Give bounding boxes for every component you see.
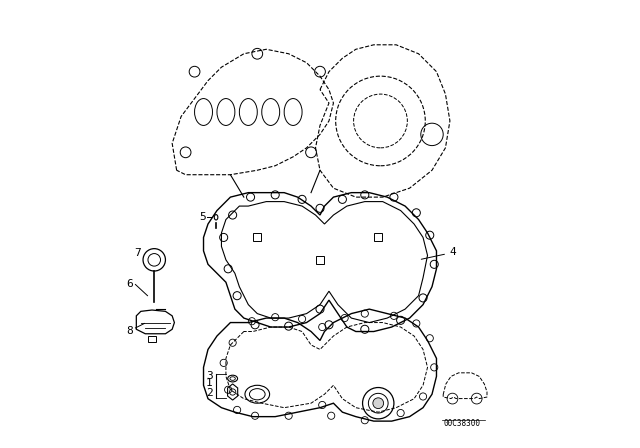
Bar <box>253 233 261 241</box>
Text: 6: 6 <box>126 280 133 289</box>
Text: 3: 3 <box>206 371 212 381</box>
Bar <box>148 336 157 342</box>
Text: 00C38300: 00C38300 <box>444 419 481 428</box>
Text: 1: 1 <box>206 378 212 388</box>
Polygon shape <box>136 310 174 334</box>
Circle shape <box>373 398 383 409</box>
Text: 4: 4 <box>421 247 457 259</box>
Text: 5: 5 <box>199 212 205 222</box>
Text: 7: 7 <box>134 248 141 258</box>
Text: 2: 2 <box>206 388 212 398</box>
Bar <box>374 233 382 241</box>
Bar <box>316 256 324 264</box>
Text: 8: 8 <box>126 326 133 336</box>
